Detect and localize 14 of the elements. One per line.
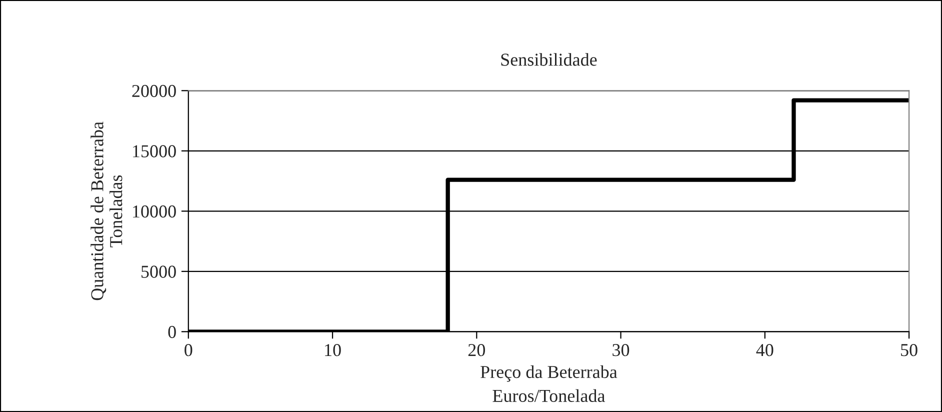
y-axis-title: Quantidade de Beterraba Toneladas	[90, 122, 122, 300]
x-tick-label: 30	[612, 344, 630, 356]
x-tick-label: 0	[184, 344, 192, 356]
y-tick-label: 5000	[142, 266, 176, 278]
x-axis-title: Preço da Beterraba Euros/Tonelada	[480, 365, 618, 402]
y-tick-label: 20000	[132, 84, 176, 98]
x-tick-label: 50	[901, 344, 918, 356]
x-tick-label: 40	[756, 344, 774, 356]
x-tick-label: 10	[325, 344, 341, 356]
x-tick-label: 20	[468, 344, 485, 356]
chart-title: Sensibilidade	[501, 53, 597, 66]
y-tick-label: 0	[168, 326, 176, 338]
y-tick-label: 10000	[133, 205, 176, 218]
y-tick-label: 15000	[133, 145, 176, 158]
